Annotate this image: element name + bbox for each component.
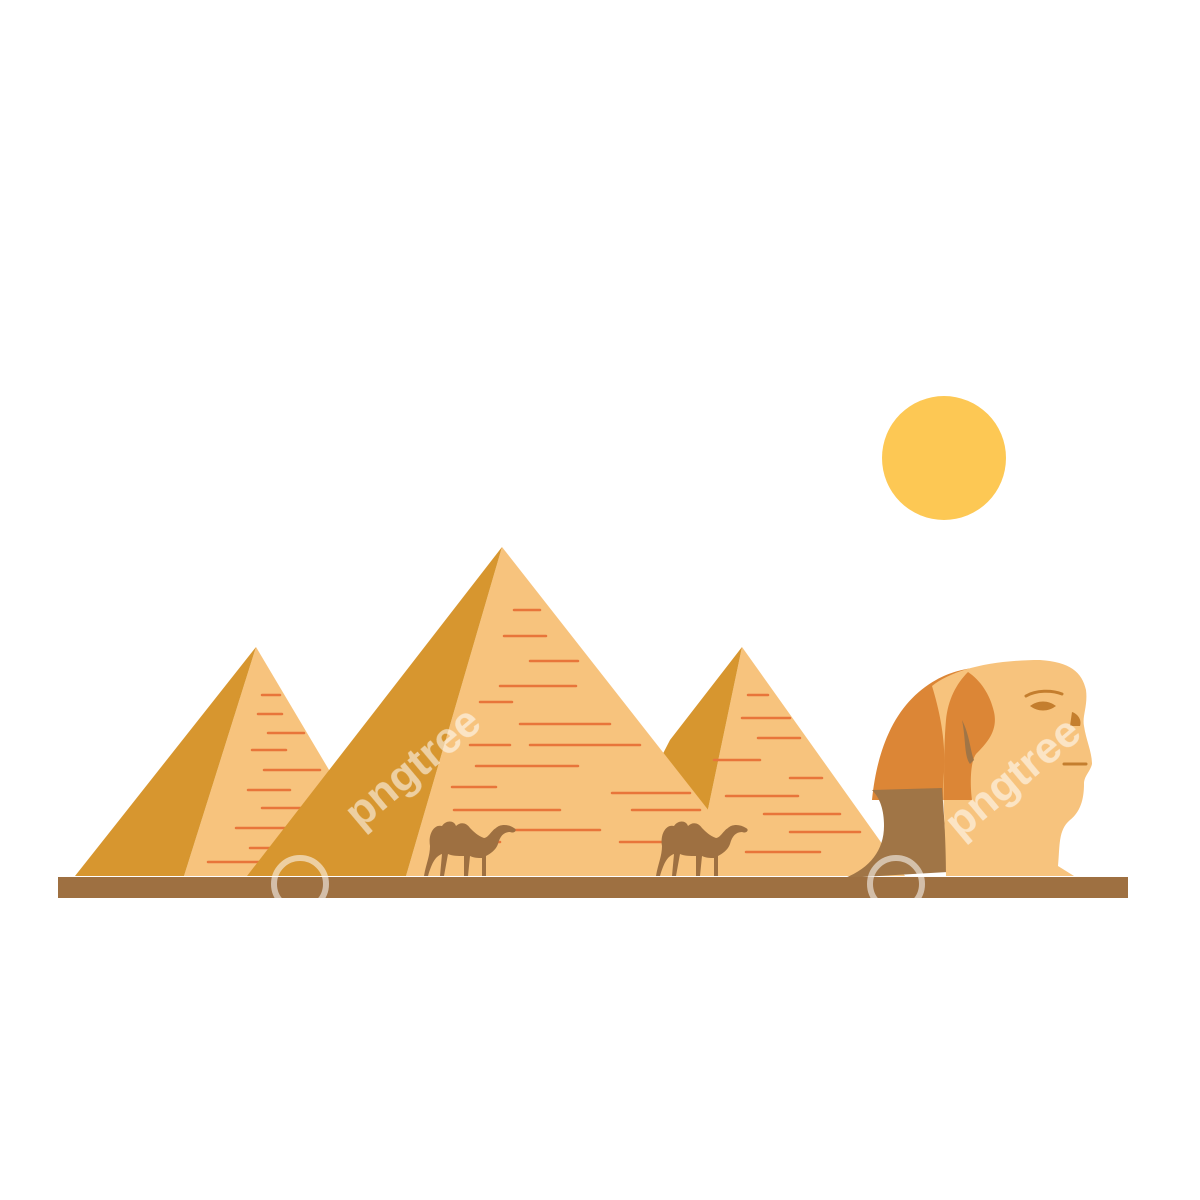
camel-right-body bbox=[656, 821, 748, 876]
watermark-logo-2 bbox=[867, 855, 925, 913]
camel-left-body bbox=[424, 821, 516, 876]
center-pyramid-shadow-face bbox=[247, 547, 502, 876]
sphinx-brow bbox=[1024, 689, 1064, 698]
sphinx bbox=[845, 660, 1092, 878]
camel-left bbox=[424, 821, 516, 876]
watermark-logo-1 bbox=[271, 855, 329, 913]
center-pyramid bbox=[247, 547, 760, 876]
right-pyramid-lit-face bbox=[694, 647, 905, 876]
sphinx-nose bbox=[1070, 712, 1081, 726]
sphinx-headdress-stripe bbox=[944, 672, 995, 800]
left-pyramid-shadow-face bbox=[75, 647, 256, 876]
sun bbox=[882, 396, 1006, 520]
sphinx-eye bbox=[1030, 701, 1056, 711]
right-pyramid-brick-lines bbox=[712, 693, 862, 854]
sphinx-headdress-detail bbox=[962, 720, 974, 764]
ground-strip bbox=[58, 877, 1128, 898]
camel-right bbox=[656, 821, 748, 876]
sphinx-body-shadow bbox=[845, 788, 948, 878]
